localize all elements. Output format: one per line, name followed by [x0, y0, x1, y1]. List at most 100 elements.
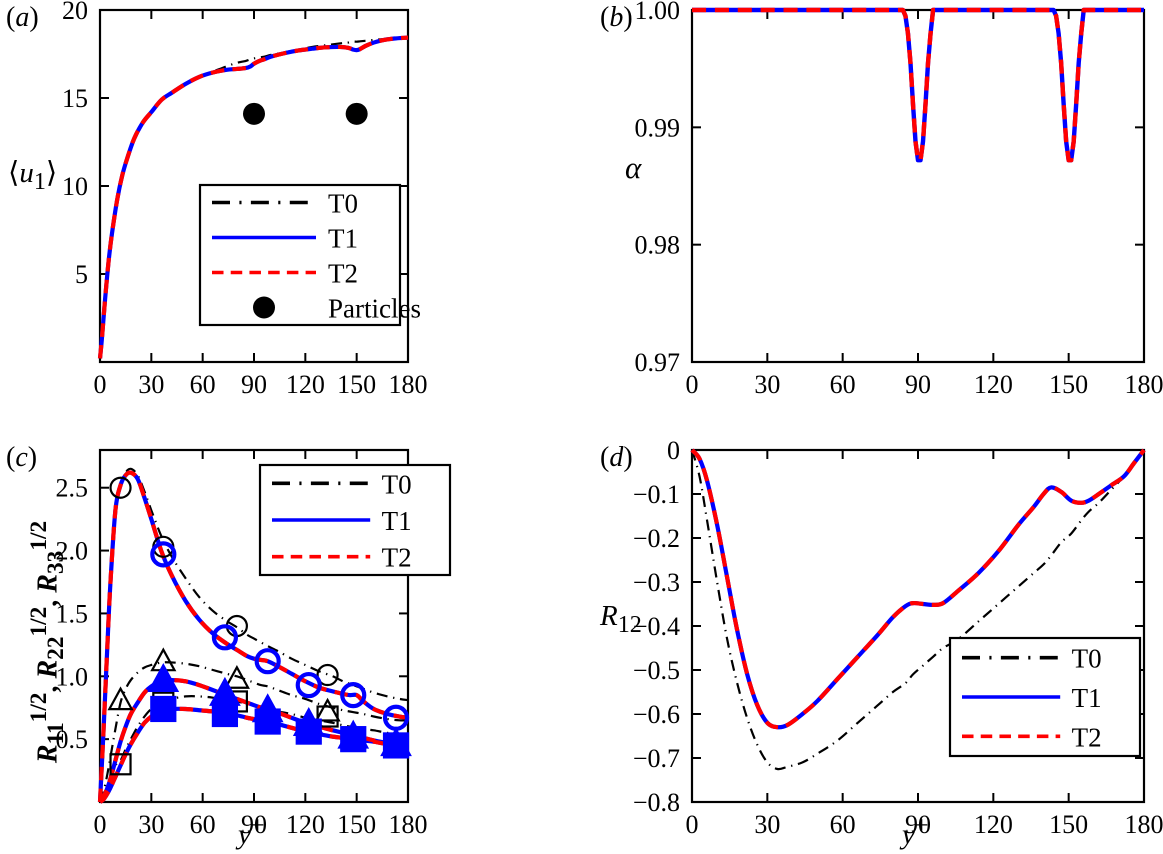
series-T1	[692, 7, 1144, 163]
axis-ticks: 0 30 60 90 120 150 180 0.5 1.0 1.5 2.0 2.5	[56, 450, 428, 839]
series-R11_T2	[97, 470, 409, 803]
t0-marker-square	[316, 705, 339, 728]
panel-label-b: (b)	[600, 2, 633, 33]
series-R11_T0	[98, 467, 409, 803]
legend-particle-icon	[253, 296, 275, 319]
y-tick-label: 20	[62, 0, 88, 25]
y-tick-label: 1.5	[56, 599, 89, 628]
y-tick-label: 10	[62, 172, 88, 201]
x-tick-label: 150	[337, 810, 376, 839]
x-tick-label: 120	[286, 370, 325, 399]
y-tick-label: −0.7	[633, 744, 680, 773]
particle-marker	[345, 102, 368, 125]
legend-entry[interactable]: T2	[272, 543, 412, 573]
y-tick-label: −0.2	[633, 524, 680, 553]
panel-label-d: (d)	[600, 442, 633, 473]
x-tick-label: 180	[1125, 810, 1163, 839]
y-tick-label: 2.0	[56, 537, 89, 566]
y-tick-label: −0.6	[633, 700, 680, 729]
x-tick-label: 0	[686, 370, 699, 399]
legend-entry[interactable]: T2	[962, 722, 1102, 752]
xlabel-panel-d: y+	[902, 812, 929, 851]
x-tick-label: 90	[241, 370, 267, 399]
t0-marker-triangle	[107, 686, 134, 711]
x-tick-label: 120	[286, 810, 325, 839]
x-tick-label: 90	[905, 370, 931, 399]
x-tick-label: 0	[94, 810, 107, 839]
legend-label: Particles	[328, 294, 421, 324]
y-tick-label: 0.99	[635, 113, 681, 142]
series-T0	[690, 449, 1145, 771]
t1-marker-square	[340, 726, 367, 753]
legend-entry[interactable]: T0	[212, 189, 358, 219]
t0-marker-circle	[109, 476, 132, 499]
x-tick-label: 60	[190, 370, 216, 399]
legend-entry[interactable]: T0	[272, 469, 412, 499]
y-tick-label: −0.1	[633, 480, 680, 509]
panel-a: 0 30 60 90 120 150 180 5 10 15 20 T0 T1 T2 Particles	[62, 0, 428, 399]
t1-marker-square	[382, 732, 410, 759]
y-tick-label: 0	[667, 436, 680, 465]
y-tick-label: −0.4	[633, 612, 680, 641]
t1-marker-circle	[340, 682, 367, 709]
legend-entry[interactable]: T1	[272, 506, 412, 536]
legend: T0 T1 T2	[948, 636, 1142, 758]
x-tick-label: 150	[1049, 370, 1088, 399]
t1-marker-circle	[295, 671, 322, 699]
panel-b: 0 30 60 90 120 150 180 0.97 0.98 0.99 1.00	[635, 0, 1163, 399]
legend-label: T1	[328, 224, 358, 254]
y-tick-label: 2.5	[56, 474, 89, 503]
series-R33_T2	[98, 706, 409, 804]
legend-label: T0	[1072, 644, 1102, 674]
series-T2	[692, 7, 1144, 163]
legend-label: T2	[382, 543, 412, 573]
x-tick-label: 180	[389, 370, 428, 399]
x-tick-label: 180	[1125, 370, 1163, 399]
series-T2	[690, 448, 1146, 730]
x-tick-label: 0	[686, 810, 699, 839]
y-tick-label: 0.98	[635, 231, 681, 260]
x-tick-label: 150	[337, 370, 376, 399]
t1-marker-triangle	[147, 663, 180, 693]
legend-label: T1	[1072, 683, 1102, 713]
legend-entry[interactable]: T2	[212, 259, 358, 289]
legend-entry[interactable]: T1	[212, 224, 358, 254]
y-tick-label: −0.3	[633, 568, 680, 597]
y-tick-label: 5	[75, 260, 88, 289]
legend: T0 T1 T2 Particles	[198, 183, 421, 327]
t1-marker-circle	[254, 648, 281, 675]
t0-marker-circle	[316, 663, 339, 687]
particle-marker	[243, 102, 265, 125]
x-tick-label: 90	[905, 810, 931, 839]
t1-marker-square	[211, 700, 239, 728]
x-tick-label: 180	[389, 810, 428, 839]
t1-marker-square	[150, 695, 177, 723]
legend-label: T0	[328, 189, 358, 219]
legend-entry[interactable]: Particles	[253, 294, 421, 324]
t1-marker-circle	[150, 541, 177, 568]
legend-entry[interactable]: T1	[962, 683, 1102, 713]
x-tick-label: 120	[974, 810, 1013, 839]
t1-marker-square	[254, 708, 281, 735]
panel-c: 0 30 60 90 120 150 180 0.5 1.0 1.5 2.0 2.5 T0 T1 T2	[56, 448, 452, 839]
panel-label-a: (a)	[6, 2, 39, 33]
x-tick-label: 30	[138, 810, 164, 839]
axis-ticks: 0 30 60 90 120 150 180 0.97 0.98 0.99 1.00	[635, 0, 1163, 399]
y-tick-label: 0.97	[635, 348, 681, 377]
legend: T0 T1 T2	[258, 463, 452, 577]
y-tick-label: −0.8	[633, 788, 680, 817]
x-tick-label: 60	[830, 810, 856, 839]
series-R22_T0	[98, 661, 409, 803]
x-tick-label: 30	[754, 370, 780, 399]
y-tick-label: −0.5	[633, 656, 680, 685]
legend-label: T0	[382, 469, 412, 499]
x-tick-label: 90	[241, 810, 267, 839]
t1-marker-circle	[211, 624, 239, 651]
x-tick-label: 60	[190, 810, 216, 839]
x-tick-label: 60	[830, 370, 856, 399]
t1-marker-square	[295, 718, 322, 745]
ylabel-panel-d: R12	[600, 600, 642, 638]
legend-entry[interactable]: T0	[962, 644, 1102, 674]
xlabel-panel-c: y+	[238, 812, 265, 851]
